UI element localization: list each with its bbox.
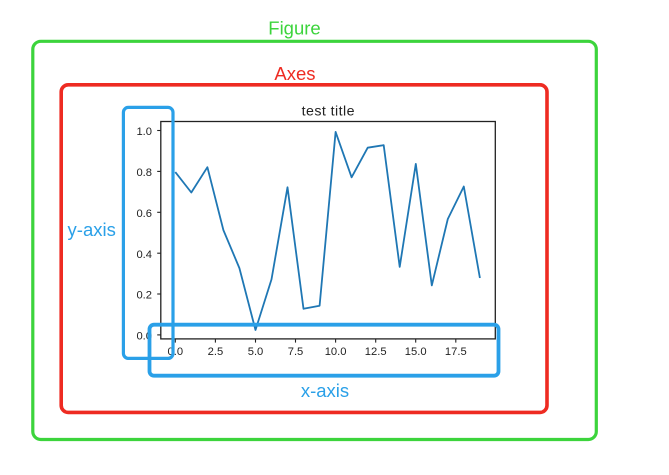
svg-text:0.2: 0.2 [136,290,152,302]
svg-text:17.5: 17.5 [445,346,467,358]
svg-text:2.5: 2.5 [208,346,224,358]
svg-text:5.0: 5.0 [248,346,264,358]
svg-text:7.5: 7.5 [288,346,304,358]
svg-text:0.0: 0.0 [168,346,184,358]
svg-text:12.5: 12.5 [365,346,387,358]
svg-text:10.0: 10.0 [325,346,347,358]
svg-text:Axes: Axes [274,63,315,84]
svg-text:0.8: 0.8 [136,167,152,179]
svg-text:y-axis: y-axis [68,219,116,240]
svg-text:0.6: 0.6 [136,208,152,220]
svg-text:x-axis: x-axis [301,380,349,401]
svg-text:test title: test title [302,104,355,120]
svg-text:1.0: 1.0 [136,126,152,138]
svg-text:Figure: Figure [268,18,320,39]
svg-text:0.4: 0.4 [136,249,152,261]
svg-text:15.0: 15.0 [405,346,427,358]
